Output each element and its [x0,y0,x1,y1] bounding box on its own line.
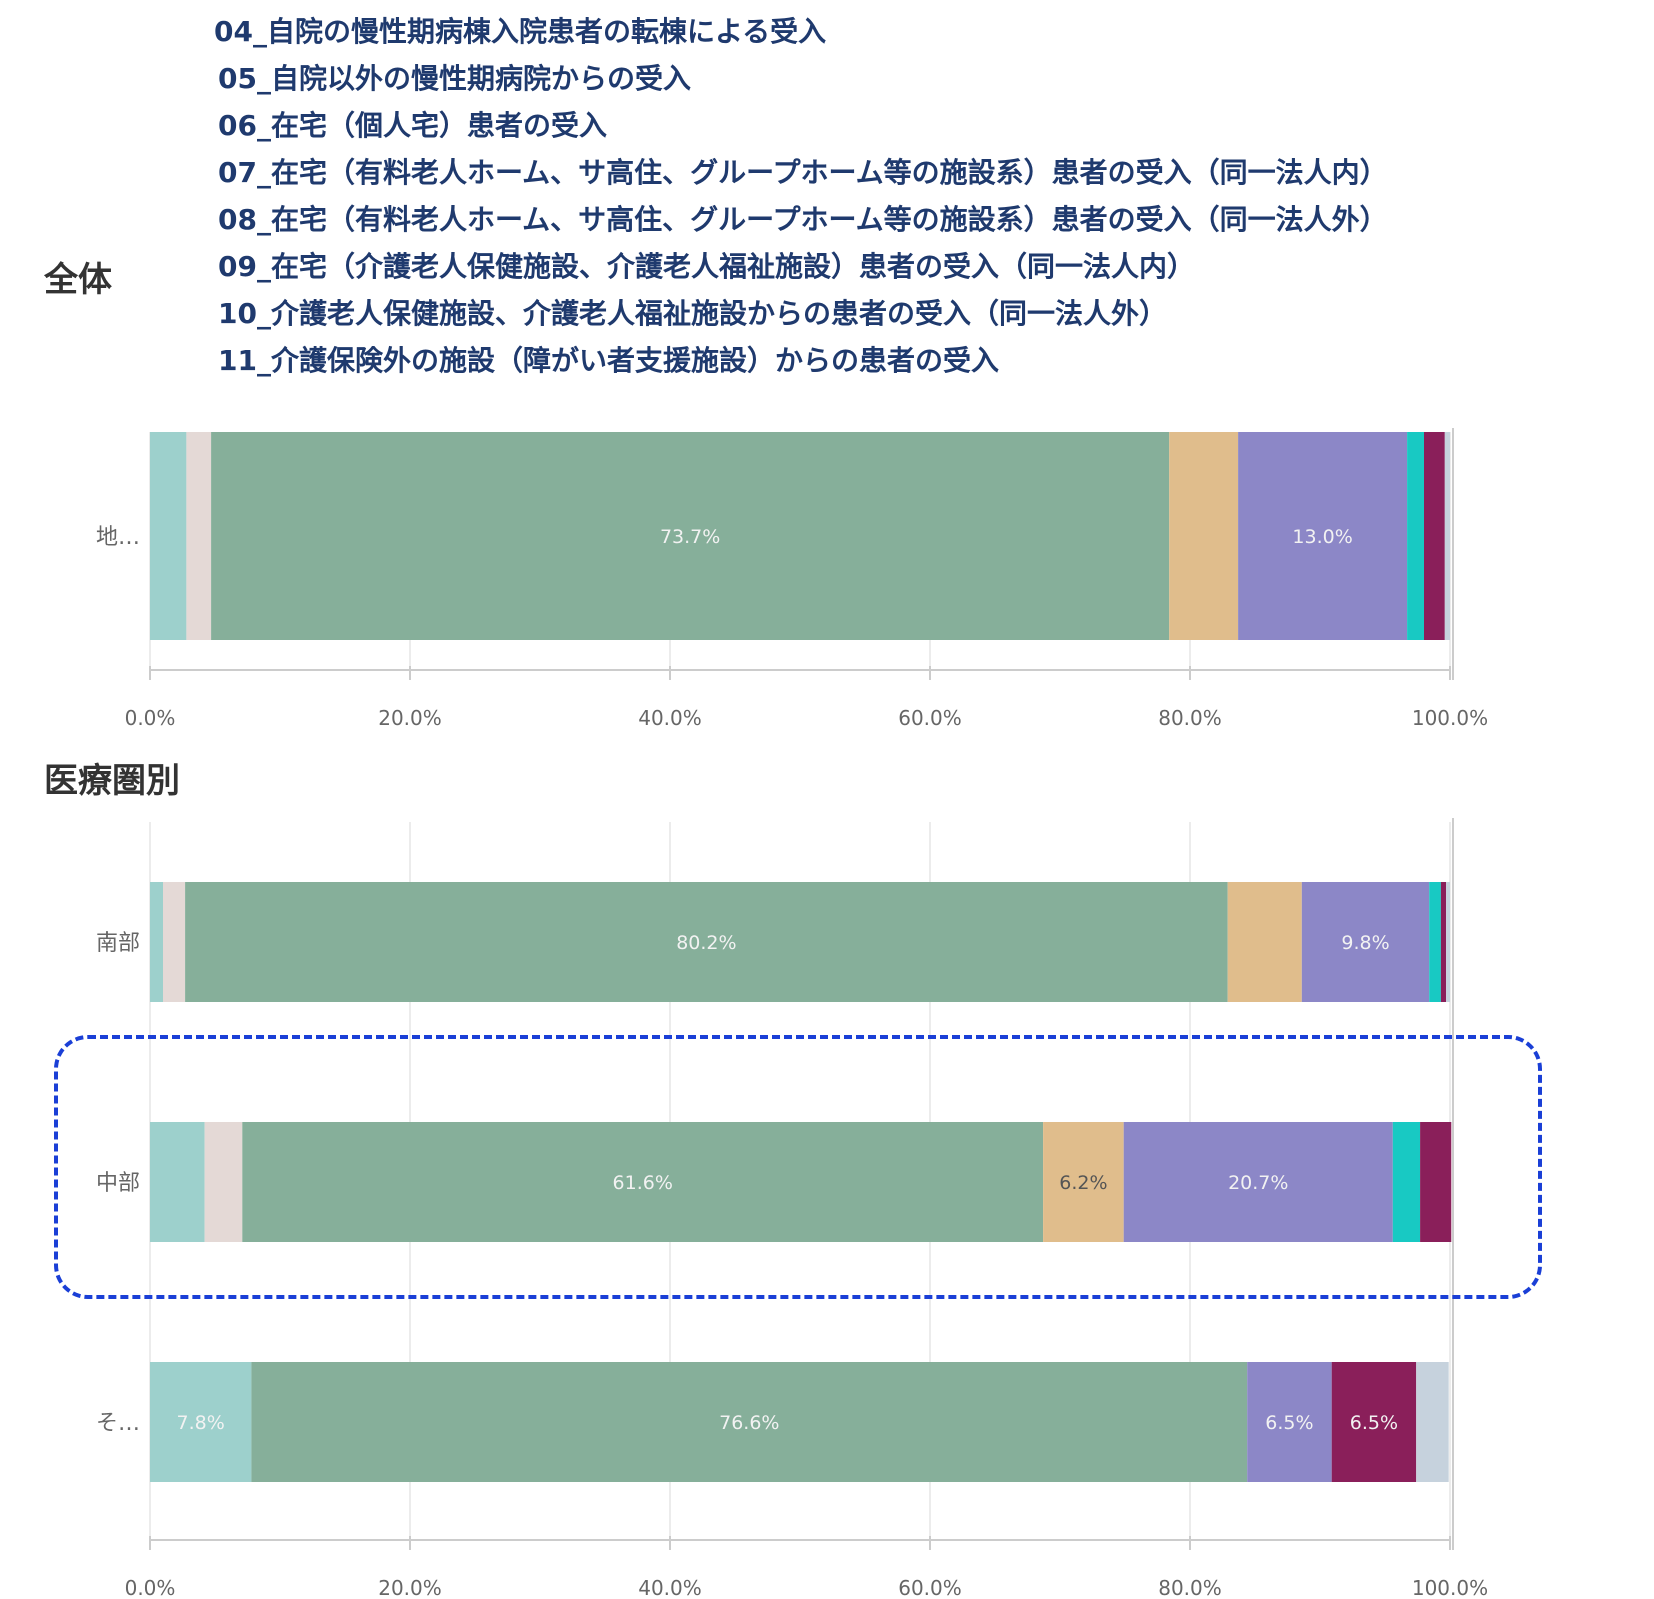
chart0-bar-0-segment-7 [1444,432,1450,640]
chart1-category-label-2: そ… [96,1411,140,1436]
chart0-bar-0-segment-3 [1169,432,1239,640]
legend-item-09: 09_在宅（介護老人保健施設、介護老人福祉施設）患者の受入（同一法人内） [218,250,1195,283]
legend-item-08: 08_在宅（有料老人ホーム、サ高住、グループホーム等の施設系）患者の受入（同一法… [218,203,1388,236]
chart0-bar-0-segment-2 [211,432,1170,640]
chart1-data-label-1-2: 61.6% [613,1172,673,1194]
chart1-tick-label-2: 40.0% [638,1576,702,1599]
chart0-category-label-0: 地… [96,525,140,550]
chart1-bar-0-segment-2 [185,882,1228,1002]
overall-section-title: 全体 [44,260,112,300]
chart1-bar-1-segment-6 [1420,1122,1452,1242]
chart1-tick-label-4: 80.0% [1158,1576,1222,1599]
chart0-data-label-0-4: 13.0% [1292,526,1352,548]
chart0-bar-0-segment-0 [150,432,187,640]
chart1-data-label-1-4: 20.7% [1228,1172,1288,1194]
chart1-bar-0-segment-4 [1301,882,1430,1002]
chart1-bar-2-segment-7 [1416,1362,1449,1482]
chart1-data-label-2-4: 6.5% [1265,1412,1313,1434]
chart1-data-label-1-3: 6.2% [1059,1172,1107,1194]
chart0-tick-label-3: 60.0% [898,706,962,730]
chart1-bar-2-segment-2 [251,1362,1248,1482]
chart0-bar-0-segment-1 [186,432,212,640]
legend-item-10: 10_介護老人保健施設、介護老人福祉施設からの患者の受入（同一法人外） [218,297,1167,330]
chart1-bar-0-segment-3 [1227,882,1302,1002]
chart0-bar-0-segment-6 [1424,432,1445,640]
chart1-bar-1-segment-2 [242,1122,1044,1242]
chart0-bar-0-segment-5 [1407,432,1424,640]
chart1-category-label-1: 中部 [96,1171,140,1196]
chart1-tick-label-1: 20.0% [378,1576,442,1599]
chart0-tick-label-1: 20.0% [378,706,442,730]
legend-item-05: 05_自院以外の慢性期病院からの受入 [218,62,691,95]
legend-item-07: 07_在宅（有料老人ホーム、サ高住、グループホーム等の施設系）患者の受入（同一法… [218,156,1388,189]
chart0-tick-label-5: 100.0% [1412,706,1488,730]
chart1-bar-0-segment-7 [1446,882,1450,1002]
region-section-title: 医療圏別 [44,761,180,801]
chart1-category-label-0: 南部 [96,931,140,956]
chart0-data-label-0-2: 73.7% [660,526,720,548]
chart1-bar-1-segment-1 [204,1122,243,1242]
chart1-bar-2-segment-4 [1247,1362,1332,1482]
chart1-data-label-0-4: 9.8% [1341,932,1389,954]
chart1-bar-0-segment-6 [1440,882,1447,1002]
chart1-data-label-2-6: 6.5% [1350,1412,1398,1434]
legend-item-11: 11_介護保険外の施設（障がい者支援施設）からの患者の受入 [218,344,999,377]
chart1-data-label-0-2: 80.2% [676,932,736,954]
chart1-bar-0-segment-5 [1429,882,1441,1002]
chart0-bar-0-segment-4 [1238,432,1408,640]
chart1-tick-label-0: 0.0% [125,1576,176,1599]
legend-item-04: 04_自院の慢性期病棟入院患者の転棟による受入 [214,15,827,48]
legend-item-06: 06_在宅（個人宅）患者の受入 [218,109,607,142]
chart1-bar-1-segment-3 [1043,1122,1124,1242]
chart0-tick-label-2: 40.0% [638,706,702,730]
chart1-data-label-2-2: 76.6% [719,1412,779,1434]
highlight-box-chubu [54,1035,1542,1299]
chart1-bar-0-segment-1 [163,882,186,1002]
chart1-bar-2-segment-0 [150,1362,252,1482]
chart1-bar-2-segment-6 [1331,1362,1417,1482]
chart0-tick-label-0: 0.0% [125,706,176,730]
chart1-tick-label-5: 100.0% [1412,1576,1488,1599]
chart1-bar-1-segment-5 [1392,1122,1421,1242]
chart1-bar-1-segment-0 [150,1122,205,1242]
chart1-bar-0-segment-0 [150,882,163,1002]
chart1-bar-1-segment-4 [1123,1122,1393,1242]
chart0-tick-label-4: 80.0% [1158,706,1222,730]
chart1-data-label-2-0: 7.8% [177,1412,225,1434]
chart1-tick-label-3: 60.0% [898,1576,962,1599]
legend-list: 04_自院の慢性期病棟入院患者の転棟による受入 05_自院以外の慢性期病院からの… [214,8,1388,384]
